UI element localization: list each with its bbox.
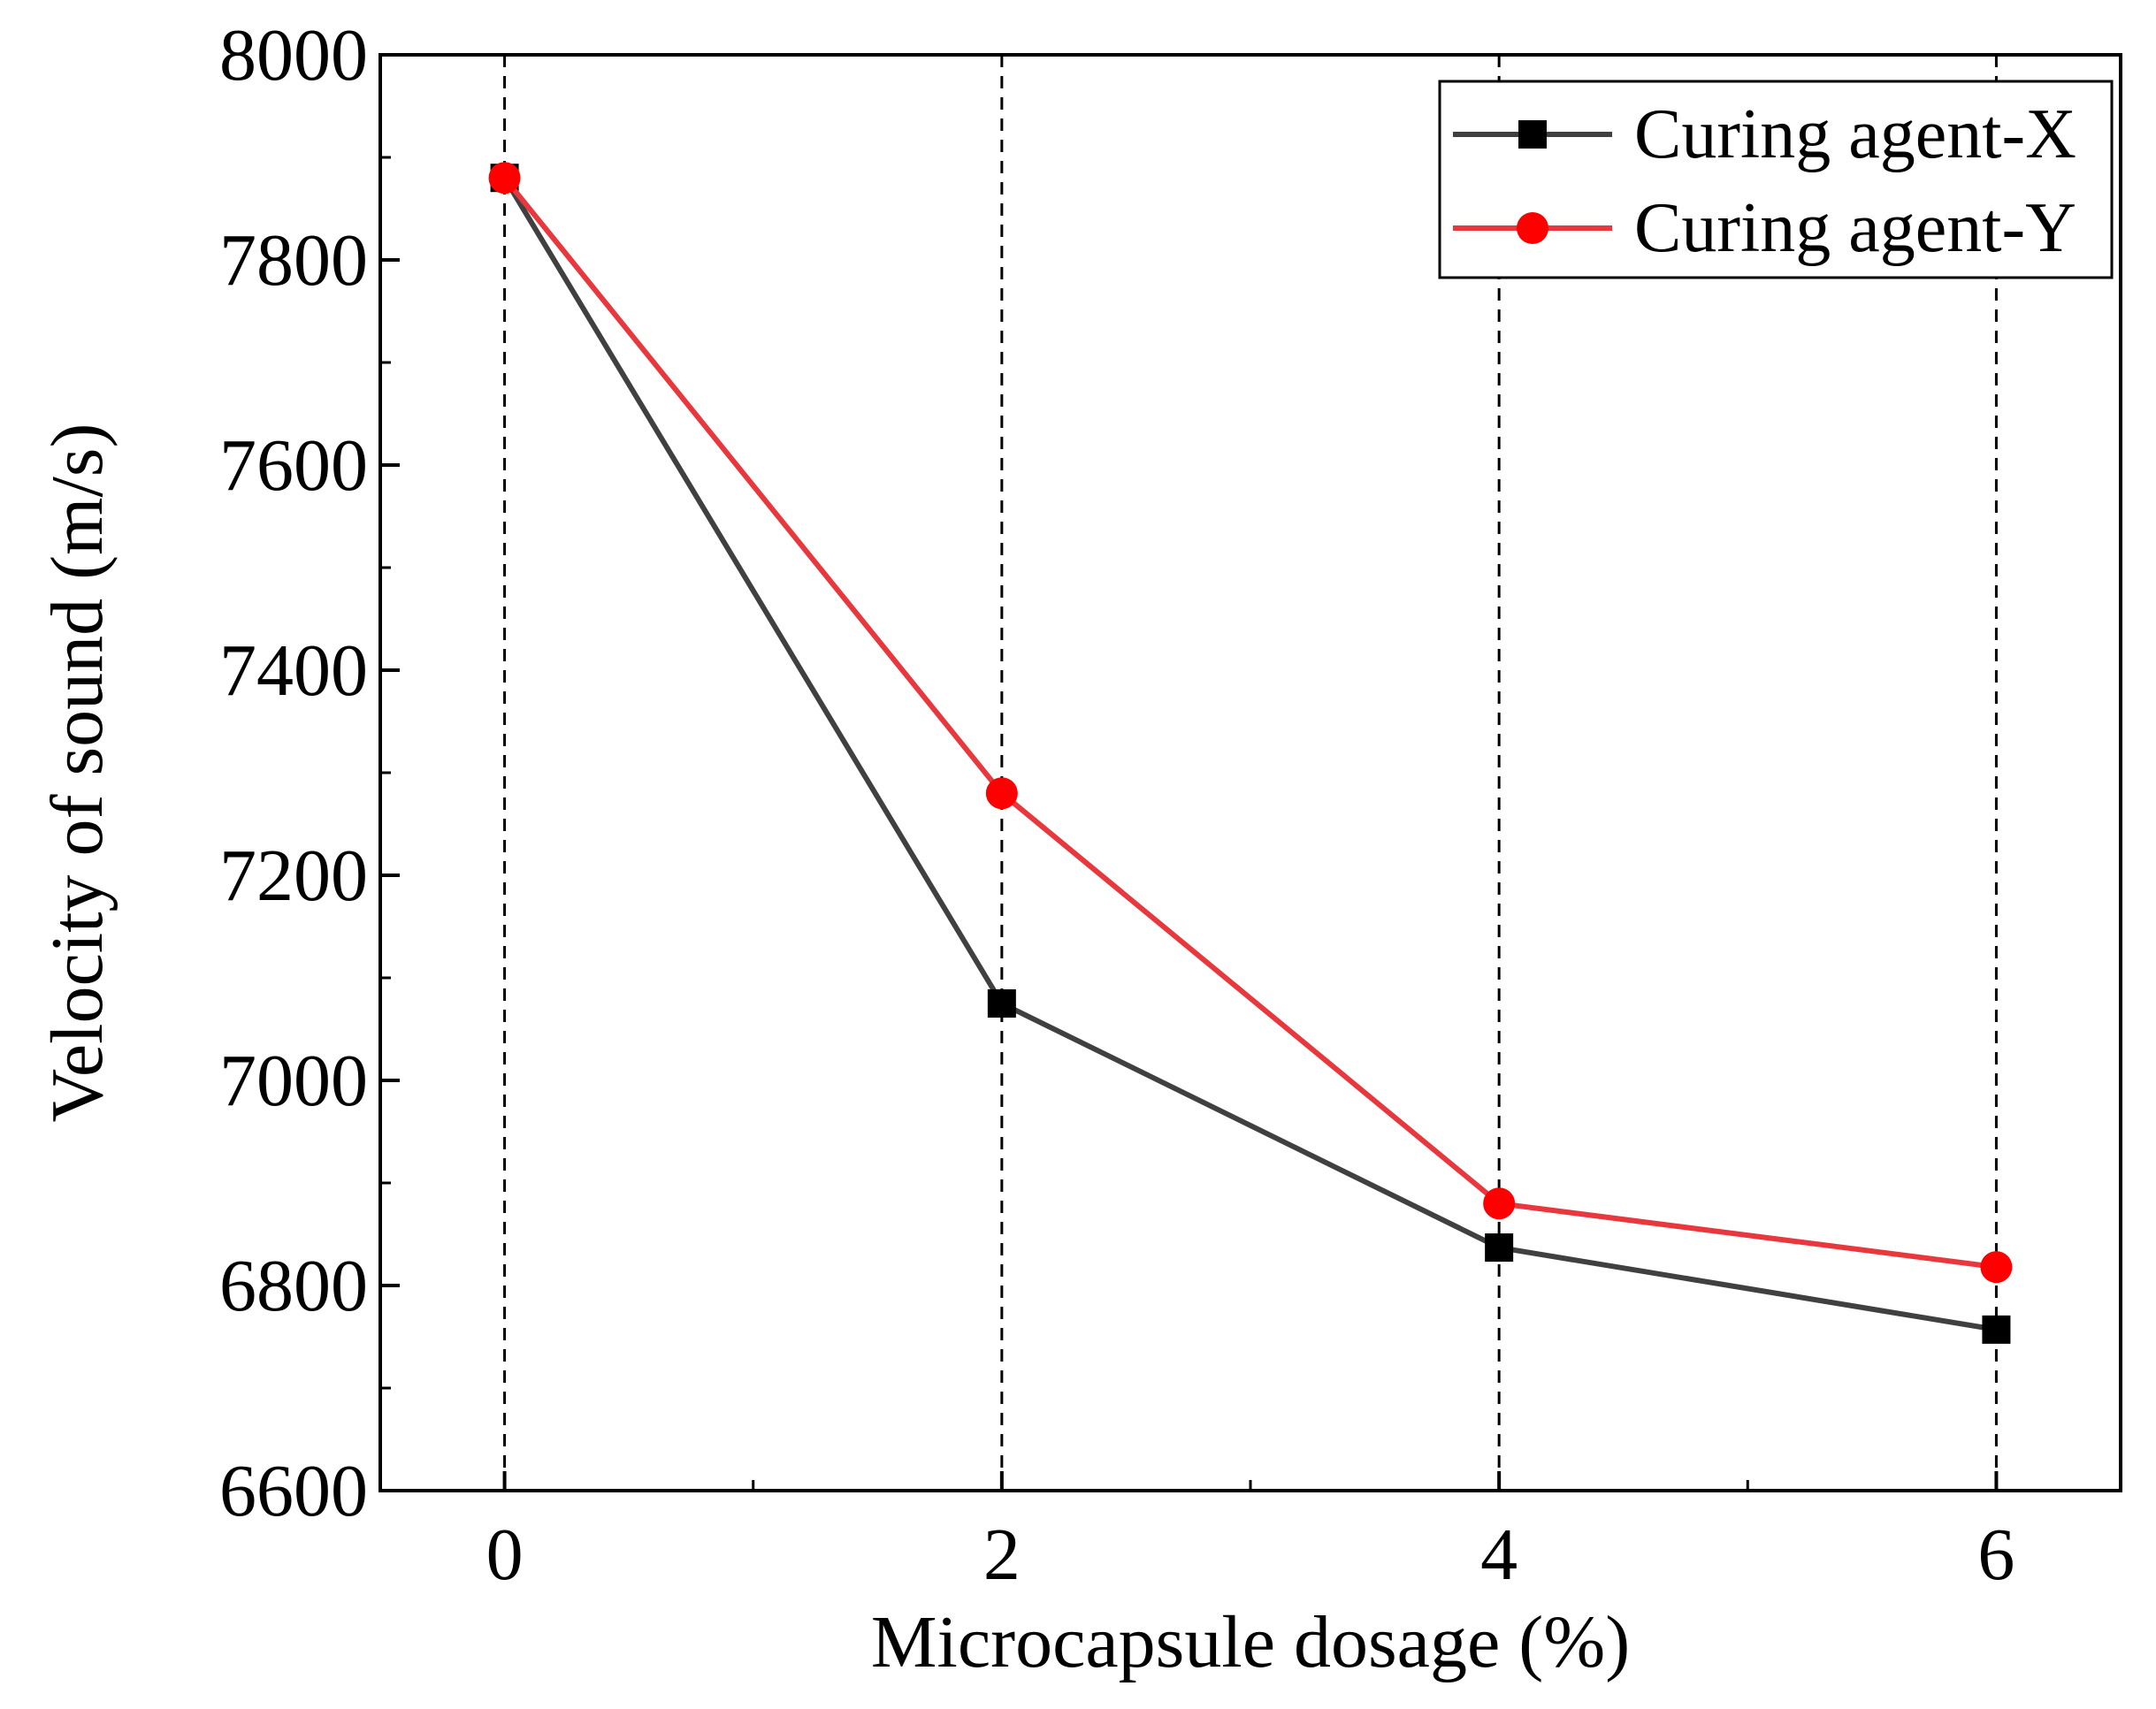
legend-marker-curing-agent-y: [1517, 212, 1548, 244]
x-tick-label: 2: [983, 1514, 1021, 1596]
y-tick-label: 7000: [219, 1040, 368, 1122]
x-axis-title: Microcapsule dosage (%): [871, 1601, 1630, 1683]
data-point-curing-agent-y: [1483, 1187, 1516, 1220]
series-group: [488, 162, 2013, 1344]
legend-label-curing-agent-x: Curing agent-X: [1634, 95, 2076, 173]
data-point-curing-agent-x: [987, 989, 1016, 1018]
data-point-curing-agent-x: [1982, 1315, 2011, 1344]
data-point-curing-agent-x: [1485, 1233, 1514, 1263]
x-tick-label: 0: [486, 1514, 524, 1596]
y-tick-label: 7800: [219, 219, 368, 301]
y-tick-label: 6600: [219, 1450, 368, 1532]
series-line-curing-agent-x: [502, 176, 1997, 1332]
data-point-curing-agent-y: [488, 162, 521, 195]
series-line-curing-agent-y: [502, 176, 1997, 1270]
y-axis-title: Velocity of sound (m/s): [36, 423, 119, 1123]
y-tick-label: 8000: [219, 14, 368, 96]
legend-box: [1438, 80, 2114, 279]
x-tick-label: 6: [1977, 1514, 2015, 1596]
legend-marker-curing-agent-x: [1518, 120, 1547, 149]
legend-label-curing-agent-y: Curing agent-Y: [1634, 189, 2076, 267]
y-tick-label: 7400: [219, 629, 368, 712]
y-tick-label: 7600: [219, 424, 368, 507]
y-tick-label: 6800: [219, 1245, 368, 1327]
data-point-curing-agent-y: [1980, 1251, 2013, 1284]
x-tick-label: 4: [1480, 1514, 1518, 1596]
data-point-curing-agent-y: [985, 777, 1018, 810]
ticks: 0 2 4 6 6600 6800 7000 7200 7400 7600 7800 8000: [219, 14, 2015, 1596]
y-tick-label: 7200: [219, 835, 368, 917]
legend: Curing agent-X Curing agent-Y: [1438, 80, 2114, 279]
